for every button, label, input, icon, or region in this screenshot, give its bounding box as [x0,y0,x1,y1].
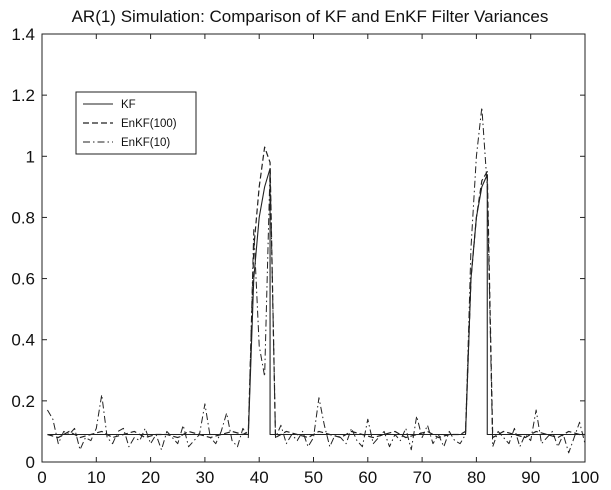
x-tick-label: 100 [571,468,599,487]
x-tick-label: 30 [195,468,214,487]
y-tick-label: 0.6 [11,270,35,289]
x-tick-label: 20 [141,468,160,487]
x-tick-label: 50 [304,468,323,487]
y-tick-label: 0 [26,453,35,472]
legend-label: EnKF(10) [121,137,170,149]
x-tick-label: 90 [521,468,540,487]
y-tick-label: 0.8 [11,208,35,227]
y-tick-label: 0.4 [11,331,35,350]
x-tick-label: 70 [413,468,432,487]
x-tick-label: 80 [467,468,486,487]
y-tick-label: 1.4 [11,25,35,44]
series-line-enkf-10 [46,106,586,454]
legend-label: KF [121,99,136,111]
x-tick-label: 10 [87,468,106,487]
series-line-kf [47,167,585,436]
y-tick-label: 0.2 [11,392,35,411]
y-tick-label: 1 [26,147,35,166]
x-tick-label: 60 [358,468,377,487]
chart-title: AR(1) Simulation: Comparison of KF and E… [72,7,549,26]
y-tick-label: 1.2 [11,86,35,105]
x-tick-label: 0 [37,468,46,487]
x-tick-label: 40 [250,468,269,487]
series-line-enkf-100 [47,146,585,439]
legend-label: EnKF(100) [121,118,177,130]
legend: KF EnKF(100) EnKF(10) [75,91,197,155]
